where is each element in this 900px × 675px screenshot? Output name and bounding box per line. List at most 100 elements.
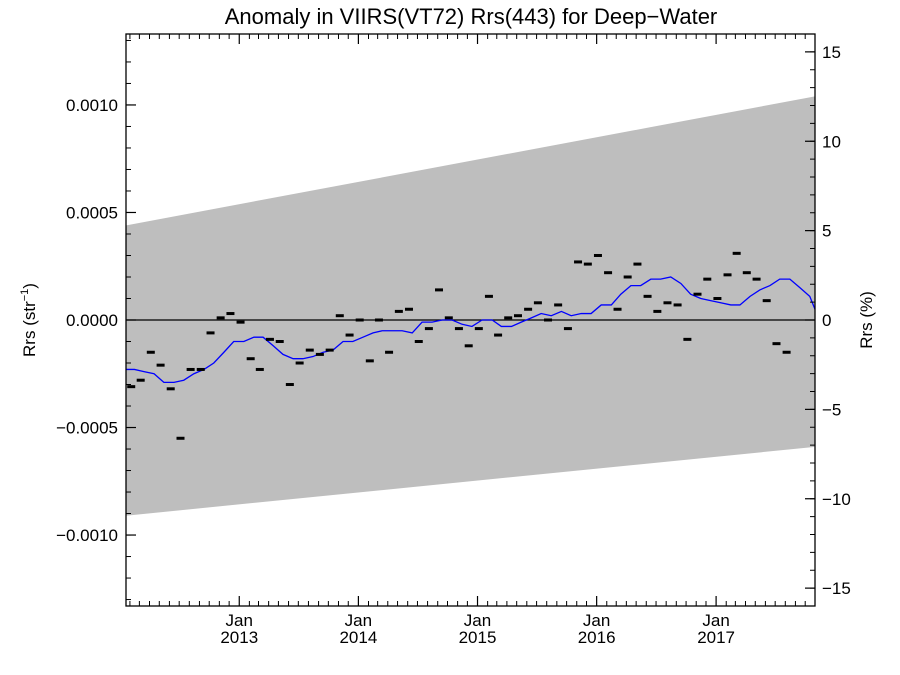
x-tick-month-label: Jan	[583, 611, 610, 630]
left-tick-label: 0.0005	[66, 203, 118, 222]
data-point	[623, 275, 632, 279]
data-point	[454, 327, 463, 331]
anomaly-points	[127, 251, 791, 440]
x-tick-year-label: 2015	[459, 628, 497, 647]
data-point	[265, 337, 274, 341]
uncertainty-band	[126, 96, 815, 516]
data-point	[782, 350, 791, 354]
left-tick-label: −0.0005	[56, 419, 118, 438]
data-point	[394, 309, 403, 313]
data-point	[226, 312, 235, 316]
data-point	[723, 273, 732, 277]
x-tick-month-label: Jan	[345, 611, 372, 630]
data-point	[673, 303, 682, 307]
data-point	[216, 316, 225, 320]
data-point	[663, 301, 672, 305]
data-point	[136, 378, 145, 382]
data-point	[504, 316, 513, 320]
data-point	[355, 318, 364, 322]
data-point	[206, 331, 215, 335]
data-point	[275, 340, 284, 344]
left-axis-ticks: 0.0010 0.0005 0.0000 −0.0005 −0.0010	[56, 39, 136, 601]
data-point	[762, 299, 771, 303]
data-point	[494, 333, 503, 337]
data-point	[633, 262, 642, 266]
data-point	[404, 307, 413, 311]
data-point	[127, 385, 136, 389]
data-point	[713, 296, 722, 300]
data-point	[772, 342, 781, 346]
data-point	[544, 318, 553, 322]
data-point	[315, 352, 324, 356]
data-point	[464, 344, 473, 348]
data-point	[176, 436, 185, 440]
data-point	[196, 367, 205, 371]
right-tick-label: 10	[822, 132, 841, 151]
data-point	[474, 327, 483, 331]
left-tick-label: 0.0010	[66, 96, 118, 115]
right-tick-label: 15	[822, 43, 841, 62]
data-point	[166, 387, 175, 391]
top-axis-ticks	[129, 34, 806, 44]
right-tick-label: 0	[822, 311, 831, 330]
data-point	[335, 314, 344, 318]
x-tick-year-label: 2014	[339, 628, 377, 647]
data-point	[752, 277, 761, 281]
data-point	[365, 359, 374, 363]
data-point	[385, 350, 394, 354]
left-tick-label: −0.0010	[56, 526, 118, 545]
data-point	[604, 271, 613, 275]
right-axis-label: Rrs (%)	[857, 291, 876, 349]
data-point	[246, 357, 255, 361]
right-axis-ticks: 15 10 5 0 −5 −10 −15	[805, 33, 851, 607]
data-point	[613, 307, 622, 311]
data-point	[424, 327, 433, 331]
data-point	[325, 348, 334, 352]
data-point	[574, 260, 583, 264]
right-tick-label: 5	[822, 222, 831, 241]
data-point	[156, 363, 165, 367]
data-point	[554, 303, 563, 307]
data-point	[345, 333, 354, 337]
data-point	[693, 292, 702, 296]
left-tick-label: 0.0000	[66, 311, 118, 330]
data-point	[563, 327, 572, 331]
x-tick-month-label: Jan	[226, 611, 253, 630]
x-tick-month-label: Jan	[702, 611, 729, 630]
data-point	[533, 301, 542, 305]
data-point	[732, 251, 741, 255]
running-mean-line	[126, 276, 816, 384]
data-point	[583, 262, 592, 266]
data-point	[435, 288, 444, 292]
x-tick-year-label: 2013	[220, 628, 258, 647]
data-point	[285, 383, 294, 387]
right-tick-label: −10	[822, 490, 851, 509]
right-tick-label: −5	[822, 400, 841, 419]
data-point	[484, 294, 493, 298]
data-point	[414, 340, 423, 344]
data-point	[295, 361, 304, 365]
x-tick-year-label: 2017	[697, 628, 735, 647]
data-point	[513, 314, 522, 318]
data-point	[643, 294, 652, 298]
data-point	[593, 253, 602, 257]
chart-title: Anomaly in VIIRS(VT72) Rrs(443) for Deep…	[225, 4, 718, 29]
data-point	[236, 320, 245, 324]
data-point	[653, 309, 662, 313]
data-point	[703, 277, 712, 281]
data-point	[683, 337, 692, 341]
data-point	[255, 367, 264, 371]
right-tick-label: −15	[822, 579, 851, 598]
x-tick-month-label: Jan	[464, 611, 491, 630]
data-point	[374, 318, 383, 322]
data-point	[742, 271, 751, 275]
data-point	[444, 316, 453, 320]
data-point	[146, 350, 155, 354]
data-point	[305, 348, 314, 352]
data-point	[186, 367, 195, 371]
data-point	[524, 307, 533, 311]
left-axis-label: Rrs (str−1)	[19, 283, 39, 357]
x-tick-year-label: 2016	[578, 628, 616, 647]
